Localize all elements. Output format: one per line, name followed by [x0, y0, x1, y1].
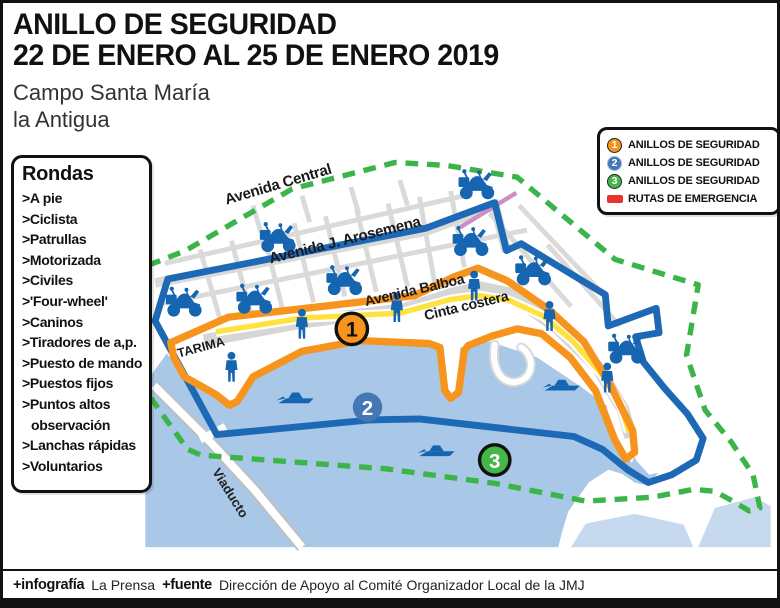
ring-1-badge: 1 — [334, 311, 370, 347]
title-block: ANILLO DE SEGURIDAD 22 DE ENERO AL 25 DE… — [13, 9, 524, 134]
list-item: >Lanchas rápidas — [22, 435, 146, 456]
list-item: >Puesto de mando — [22, 353, 146, 374]
list-item: >Patrullas — [22, 229, 146, 250]
tidal-flat-shape — [571, 513, 694, 548]
legend-label: ANILLOS DE SEGURIDAD — [628, 157, 760, 169]
item-label: Lanchas rápidas — [29, 437, 136, 454]
list-item: >Tiradores de a,p. — [22, 332, 146, 353]
svg-text:2: 2 — [362, 397, 373, 420]
subtitle-line1: Campo Santa María — [13, 80, 210, 106]
item-prefix: > — [22, 395, 30, 412]
item-label: Puestos fijos — [29, 375, 114, 392]
legend-panel: 1 ANILLOS DE SEGURIDAD 2 ANILLOS DE SEGU… — [597, 127, 777, 215]
ring-2-badge-icon: 2 — [607, 155, 622, 171]
list-item: >Puntos altos observación — [22, 394, 146, 435]
svg-text:1: 1 — [346, 318, 358, 342]
item-label: Tiradores de a,p. — [29, 334, 137, 351]
item-label: Ciclista — [29, 210, 78, 227]
list-item: >Voluntarios — [22, 456, 146, 477]
item-label: Civiles — [29, 272, 73, 289]
item-prefix: > — [22, 375, 30, 392]
item-prefix: > — [22, 354, 30, 371]
rondas-panel: Rondas >A pie >Ciclista >Patrullas >Moto… — [11, 155, 152, 493]
item-label: Motorizada — [29, 251, 101, 268]
page-title-line1: ANILLO DE SEGURIDAD — [13, 8, 337, 41]
legend-row-ring2: 2 ANILLOS DE SEGURIDAD — [607, 154, 773, 172]
fuente-value: Dirección de Apoyo al Comité Organizador… — [218, 576, 585, 593]
list-item: >Puestos fijos — [22, 373, 146, 394]
infografia-value: La Prensa — [91, 576, 156, 593]
svg-text:3: 3 — [489, 450, 500, 473]
list-item: >Caninos — [22, 312, 146, 333]
ring-3-badge-icon: 3 — [607, 173, 622, 189]
tidal-flat-shape — [698, 497, 771, 548]
ring-2-boundary — [151, 199, 707, 486]
item-prefix: > — [22, 334, 30, 351]
list-item: >Ciclista — [22, 209, 146, 230]
ring-1-boundary — [167, 264, 639, 463]
item-prefix: > — [22, 272, 30, 289]
emergency-route-swatch-icon — [607, 195, 623, 203]
item-label: A pie — [29, 190, 63, 206]
street-label-avenida-central: Avenida Central — [223, 161, 334, 209]
item-prefix: > — [22, 210, 30, 227]
ring-3-boundary — [143, 159, 763, 514]
subtitle-line2: la Antigua — [13, 107, 110, 133]
legend-label: RUTAS DE EMERGENCIA — [628, 193, 758, 205]
ring-2-badge: 2 — [352, 392, 383, 422]
item-prefix: > — [22, 231, 30, 248]
subtitle: Campo Santa María la Antigua — [13, 80, 524, 134]
legend-row-ring1: 1 ANILLOS DE SEGURIDAD — [607, 136, 773, 154]
credits-footer: +infografía La Prensa +fuente Dirección … — [3, 569, 777, 598]
police-motorcycle-icon — [457, 168, 496, 201]
item-label: Patrullas — [29, 231, 87, 248]
item-label: Puesto de mando — [29, 354, 143, 371]
item-prefix: > — [22, 437, 30, 454]
police-motorcycle-icon — [165, 285, 203, 318]
item-prefix: > — [22, 313, 30, 330]
legend-row-emergency: RUTAS DE EMERGENCIA — [607, 190, 773, 208]
item-prefix: > — [22, 190, 30, 206]
legend-row-ring3: 3 ANILLOS DE SEGURIDAD — [607, 172, 773, 190]
legend-label: ANILLOS DE SEGURIDAD — [628, 175, 760, 187]
item-prefix: > — [22, 292, 30, 309]
list-item: >Civiles — [22, 270, 146, 291]
legend-label: ANILLOS DE SEGURIDAD — [628, 139, 760, 151]
item-label: Puntos altos observación — [29, 395, 111, 433]
list-item: >A pie — [22, 188, 146, 209]
item-label: Voluntarios — [29, 457, 103, 474]
emergency-route-line — [459, 190, 518, 229]
list-item: >'Four-wheel' — [22, 291, 146, 312]
ring-1-badge-icon: 1 — [607, 137, 622, 153]
rondas-title: Rondas — [22, 163, 94, 185]
marina-breakwater — [491, 341, 534, 386]
infografia-label: +infografía — [13, 576, 85, 593]
list-item: >Motorizada — [22, 250, 146, 271]
page-title-line2: 22 DE ENERO AL 25 DE ENERO 2019 — [13, 39, 499, 73]
ring-3-badge: 3 — [477, 443, 512, 477]
item-label: 'Four-wheel' — [29, 292, 108, 309]
item-prefix: > — [22, 457, 30, 474]
security-officer-icon — [225, 351, 238, 382]
fuente-label: +fuente — [162, 576, 212, 593]
item-prefix: > — [22, 251, 30, 268]
sea-shape — [145, 341, 659, 548]
map-canvas: 1 2 3 Avenida Central Avenida J. Aroseme… — [143, 159, 771, 551]
item-label: Caninos — [29, 313, 84, 330]
